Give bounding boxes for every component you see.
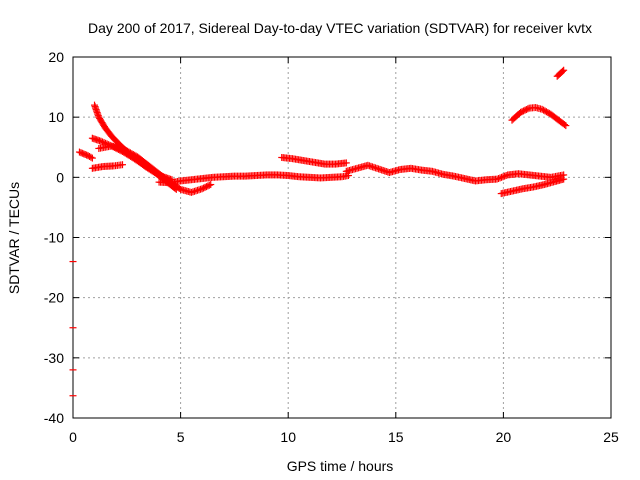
data-points	[69, 66, 570, 397]
y-tick-label: -20	[44, 290, 64, 306]
data-point	[87, 153, 95, 161]
data-point	[207, 181, 215, 189]
series-arc-8	[342, 161, 568, 185]
y-tick-label: 10	[48, 109, 64, 125]
data-point	[524, 105, 532, 113]
series-arc-4	[95, 142, 215, 196]
x-tick-label: 15	[388, 429, 404, 445]
data-point	[496, 174, 504, 182]
x-axis-title: GPS time / hours	[287, 458, 394, 474]
data-point	[494, 175, 502, 183]
series-arc-3	[88, 134, 180, 193]
axis-ticks: 0 5 10 15 20 25 -40 -30 -20 -10 0 10 20	[44, 49, 619, 445]
data-point	[118, 161, 126, 169]
y-tick-label: -30	[44, 350, 64, 366]
series-arc-11	[553, 66, 568, 80]
data-point	[97, 137, 105, 145]
series-arc-9	[497, 175, 568, 198]
data-point	[498, 173, 506, 181]
data-point	[493, 175, 501, 183]
data-point	[205, 181, 213, 189]
y-axis-title: SDTVAR / TECUs	[6, 182, 22, 294]
series-arc-5	[88, 161, 126, 172]
data-point	[499, 173, 507, 181]
y-tick-label: 20	[48, 49, 64, 65]
x-tick-label: 5	[177, 429, 185, 445]
data-point	[502, 172, 510, 180]
series-arc-1	[75, 148, 96, 162]
plot-frame	[72, 56, 612, 419]
data-point	[559, 67, 567, 75]
data-point	[342, 159, 350, 167]
chart-title: Day 200 of 2017, Sidereal Day-to-day VTE…	[88, 20, 592, 36]
grid	[73, 57, 611, 418]
x-tick-label: 10	[280, 429, 296, 445]
data-point	[501, 172, 509, 180]
data-point	[88, 154, 96, 162]
data-point	[560, 66, 568, 74]
y-tick-label: 0	[56, 169, 64, 185]
y-tick-label: -40	[44, 410, 64, 426]
data-point	[344, 172, 352, 180]
data-point	[561, 121, 569, 129]
series-arc-6	[155, 171, 352, 187]
series-isolated-points	[69, 260, 77, 397]
data-point	[562, 122, 570, 130]
x-tick-label: 0	[69, 429, 77, 445]
data-point	[560, 175, 568, 183]
y-tick-label: -10	[44, 230, 64, 246]
data-point	[99, 138, 107, 146]
x-tick-label: 20	[496, 429, 512, 445]
x-tick-label: 25	[603, 429, 619, 445]
series-arc-10	[508, 104, 570, 130]
series-arc-7	[278, 153, 350, 168]
